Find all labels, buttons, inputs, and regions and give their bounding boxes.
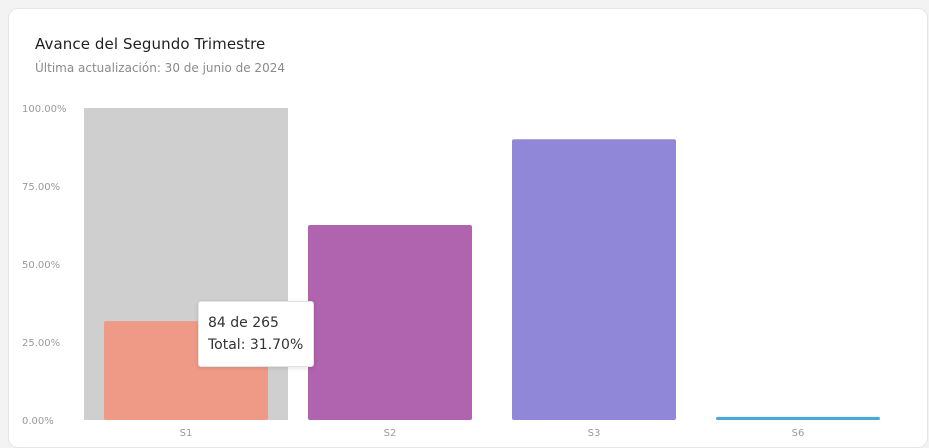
tooltip-count: 84 de 265 [208, 315, 279, 331]
chart-title: Avance del Segundo Trimestre [35, 35, 266, 53]
bar-s3 [512, 139, 676, 420]
tooltip-total: Total: 31.70% [208, 337, 304, 353]
y-tick-label: 50.00% [22, 260, 60, 271]
x-tick-label: S3 [588, 428, 601, 439]
chart-card: Avance del Segundo Trimestre Última actu… [8, 8, 928, 448]
y-tick-label: 100.00% [22, 104, 67, 115]
y-tick-label: 25.00% [22, 338, 60, 349]
y-tick-label: 75.00% [22, 182, 60, 193]
bar-tooltip: 84 de 265 Total: 31.70% [198, 301, 314, 367]
y-tick-label: 0.00% [22, 416, 54, 427]
x-tick-label: S2 [384, 428, 397, 439]
bar-s6 [716, 416, 880, 420]
x-tick-label: S1 [180, 428, 193, 439]
bar-chart: 0.00% 25.00% 50.00% 75.00% 100.00% S1 S2 S3 S6 [22, 104, 880, 439]
x-tick-label: S6 [792, 428, 805, 439]
chart-subtitle: Última actualización: 30 de junio de 202… [35, 61, 285, 75]
bar-s2 [308, 225, 472, 420]
